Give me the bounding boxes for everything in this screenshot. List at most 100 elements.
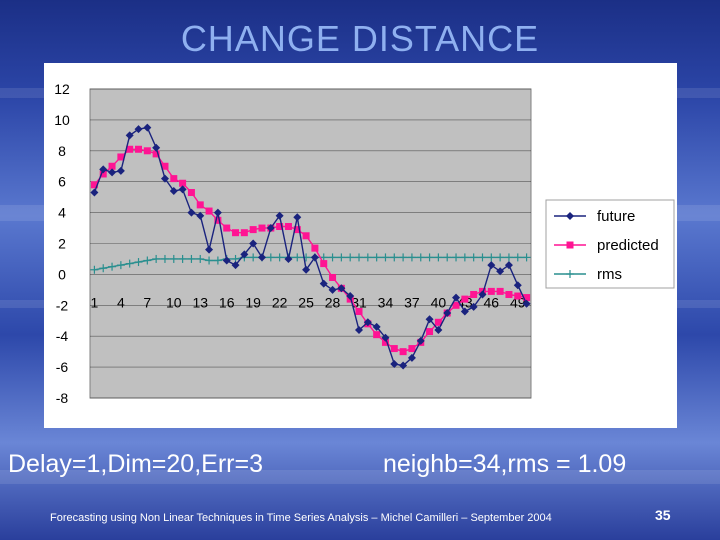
data-point-rms <box>399 253 408 262</box>
data-point-rms <box>425 253 434 262</box>
data-point-predicted <box>523 294 531 302</box>
data-point-predicted <box>329 273 337 281</box>
data-point-rms <box>496 253 505 262</box>
data-point-predicted <box>240 229 248 237</box>
data-point-predicted <box>514 292 522 300</box>
data-point-future <box>452 293 461 302</box>
y-tick-label: 6 <box>58 174 66 190</box>
data-point-predicted <box>99 170 107 178</box>
x-tick-label: 13 <box>192 294 208 310</box>
chart-panel: 12 10 8 6 4 2 0 -2 -4 -6 -8 1 4 7 10 13 16 19 22 25 28 31 34 37… <box>44 63 677 428</box>
data-point-rms <box>169 254 178 263</box>
data-point-predicted <box>196 201 204 209</box>
data-point-predicted <box>205 207 213 215</box>
x-tick-label: 25 <box>298 294 314 310</box>
data-point-future <box>284 254 293 263</box>
data-point-future <box>99 165 108 174</box>
page-number: 35 <box>655 507 671 523</box>
data-point-future <box>363 318 372 327</box>
data-point-predicted <box>232 229 240 237</box>
data-point-future <box>443 309 452 318</box>
data-point-rms <box>266 253 275 262</box>
data-point-rms <box>152 254 161 263</box>
data-point-rms <box>90 265 99 274</box>
data-point-rms <box>319 253 328 262</box>
data-point-future <box>328 285 337 294</box>
x-tick-label: 1 <box>91 294 99 310</box>
data-point-future <box>90 188 99 197</box>
background-streak <box>0 470 720 484</box>
data-point-predicted <box>302 232 310 240</box>
data-point-future <box>196 211 205 220</box>
legend-label-predicted: predicted <box>597 237 659 254</box>
data-point-future <box>160 174 169 183</box>
legend-label-rms: rms <box>597 266 622 283</box>
data-point-rms <box>205 256 214 265</box>
caption-result: neighb=34,rms = 1.09 <box>383 450 627 478</box>
data-point-future <box>213 208 222 217</box>
y-tick-label: 12 <box>54 81 70 97</box>
data-point-predicted <box>284 223 292 231</box>
data-point-future <box>205 245 214 254</box>
data-point-future <box>372 322 381 331</box>
data-point-predicted <box>408 345 416 353</box>
data-point-predicted <box>461 295 469 303</box>
data-point-future <box>222 256 231 265</box>
data-point-future <box>249 239 258 248</box>
data-point-predicted <box>487 287 495 295</box>
data-point-future <box>522 299 531 308</box>
data-point-predicted <box>90 181 98 189</box>
data-point-rms <box>99 264 108 273</box>
data-point-future <box>266 224 275 233</box>
data-point-rms <box>513 253 522 262</box>
x-tick-label: 22 <box>272 294 288 310</box>
footer-text: Forecasting using Non Linear Techniques … <box>50 512 552 524</box>
y-tick-label: -6 <box>56 359 69 375</box>
data-point-rms <box>434 253 443 262</box>
data-point-rms <box>346 253 355 262</box>
data-point-future <box>319 279 328 288</box>
data-point-rms <box>381 253 390 262</box>
data-point-rms <box>407 253 416 262</box>
y-tick-label: 4 <box>58 205 66 221</box>
data-point-predicted <box>355 307 363 315</box>
data-point-future <box>275 211 284 220</box>
data-point-predicted <box>311 244 319 252</box>
data-point-future <box>116 166 125 175</box>
data-point-rms <box>213 256 222 265</box>
data-point-future <box>416 336 425 345</box>
data-point-rms <box>460 253 469 262</box>
data-point-future <box>460 307 469 316</box>
data-point-predicted <box>258 224 266 232</box>
data-point-predicted <box>426 328 434 336</box>
data-point-rms <box>504 253 513 262</box>
data-point-future <box>478 290 487 299</box>
data-point-predicted <box>470 290 478 298</box>
data-point-future <box>240 250 249 259</box>
data-point-future <box>231 261 240 270</box>
data-point-future <box>496 267 505 276</box>
data-point-predicted <box>390 345 398 353</box>
data-point-future <box>513 281 522 290</box>
data-point-predicted <box>143 147 151 155</box>
x-tick-label: 4 <box>117 294 125 310</box>
data-point-predicted <box>249 226 257 234</box>
data-point-rms <box>196 254 205 263</box>
data-point-predicted <box>135 145 143 153</box>
data-point-rms <box>372 253 381 262</box>
data-point-future <box>302 265 311 274</box>
data-point-rms <box>487 253 496 262</box>
x-tick-label: 16 <box>219 294 235 310</box>
data-point-rms <box>178 254 187 263</box>
data-point-predicted <box>117 153 125 161</box>
data-point-predicted <box>452 301 460 309</box>
data-point-predicted <box>399 348 407 356</box>
legend-marker-future <box>566 212 574 220</box>
data-point-future <box>257 253 266 262</box>
data-point-predicted <box>434 318 442 326</box>
legend-label-future: future <box>597 208 635 225</box>
x-tick-label: 34 <box>378 294 394 310</box>
y-tick-label: 2 <box>58 236 66 252</box>
data-point-rms <box>355 253 364 262</box>
